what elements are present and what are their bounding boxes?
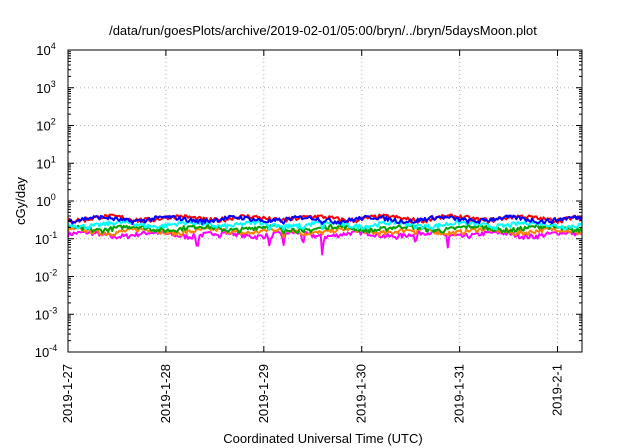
- x-axis: 2019-1-27 2019-1-28 2019-1-29 2019-1-30 2019…: [60, 50, 565, 423]
- y-tick-label: 100: [36, 192, 55, 209]
- chart-title: /data/run/goesPlots/archive/2019-02-01/0…: [109, 23, 537, 38]
- x-tick-label: 2019-1-31: [452, 364, 467, 423]
- y-axis: 10-4 10-3 10-2 10-1 100 101 102 103 104: [35, 41, 582, 360]
- y-axis-label: cGy/day: [13, 177, 28, 225]
- y-tick-label: 103: [36, 79, 55, 96]
- y-tick-label: 101: [36, 154, 55, 171]
- x-tick-label: 2019-1-28: [158, 364, 173, 423]
- y-tick-label: 10-1: [35, 230, 57, 247]
- y-tick-label: 102: [36, 117, 55, 134]
- x-axis-label: Coordinated Universal Time (UTC): [223, 431, 422, 446]
- series-line: [68, 214, 583, 225]
- y-tick-label: 10-4: [35, 343, 57, 360]
- y-tick-label: 104: [36, 41, 55, 58]
- x-tick-label: 2019-1-30: [354, 364, 369, 423]
- grid: [68, 50, 582, 352]
- x-tick-label: 2019-2-1: [550, 364, 565, 416]
- y-tick-label: 10-2: [35, 268, 57, 285]
- series-layer: [67, 213, 583, 256]
- x-tick-label: 2019-1-27: [60, 364, 75, 423]
- y-tick-label: 10-3: [35, 305, 57, 322]
- series-line: [67, 229, 583, 256]
- x-tick-label: 2019-1-29: [256, 364, 271, 423]
